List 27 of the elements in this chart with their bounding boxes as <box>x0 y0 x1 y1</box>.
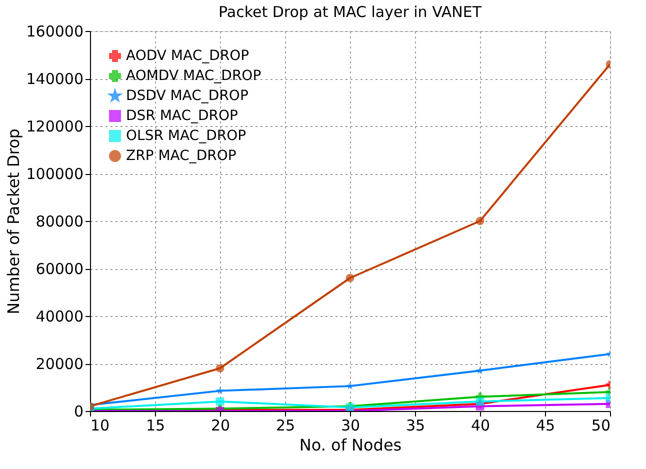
x-tick-label: 30 <box>340 416 360 434</box>
y-tick-label: 160000 <box>26 22 84 40</box>
x-axis-title: No. of Nodes <box>299 436 402 454</box>
y-tick-label: 0 <box>74 402 84 420</box>
x-tick-label: 50 <box>591 416 610 434</box>
legend-label: AOMDV MAC_DROP <box>126 68 262 84</box>
y-tick-label: 20000 <box>36 355 84 373</box>
x-tick-label: 25 <box>276 416 296 434</box>
y-axis-title: Number of Packet Drop <box>4 128 24 314</box>
legend-label: ZRP MAC_DROP <box>126 148 236 164</box>
x-tick-label: 40 <box>470 416 490 434</box>
x-tick-label: 20 <box>210 416 230 434</box>
legend-label: DSDV MAC_DROP <box>126 88 248 104</box>
legend-label: AODV MAC_DROP <box>126 48 250 64</box>
chart-title: Packet Drop at MAC layer in VANET <box>218 3 482 21</box>
y-tick-label: 100000 <box>26 165 84 183</box>
x-tick-label: 15 <box>146 416 166 434</box>
x-tick-label: 10 <box>90 416 110 434</box>
legend-label: DSR MAC_DROP <box>126 108 238 124</box>
x-tick-label: 45 <box>536 416 556 434</box>
x-tick-label: 35 <box>406 416 426 434</box>
legend-label: OLSR MAC_DROP <box>126 128 246 144</box>
y-tick-label: 80000 <box>36 212 84 230</box>
y-tick-label: 140000 <box>26 70 84 88</box>
y-tick-label: 120000 <box>26 118 84 136</box>
y-tick-label: 60000 <box>36 260 84 278</box>
y-tick-label: 40000 <box>36 308 84 326</box>
